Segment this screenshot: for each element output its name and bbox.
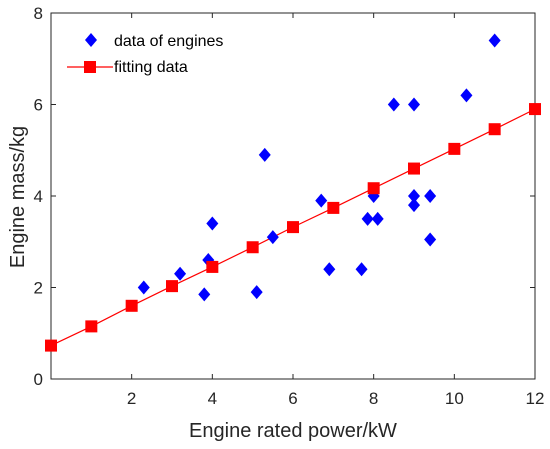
tick-labels: 2 4 6 8 10 12 0 2 4 6 8 — [34, 4, 545, 408]
engine-data-point — [408, 198, 420, 213]
x-tick-label: 12 — [526, 389, 545, 408]
fitting-data-point — [246, 241, 259, 254]
fitting-data-point — [166, 280, 178, 293]
x-tick-label: 2 — [127, 389, 136, 408]
y-tick-label: 4 — [34, 187, 43, 206]
engine-data-point — [198, 287, 211, 302]
engine-data-point — [371, 211, 384, 226]
engine-data-point — [424, 232, 437, 247]
legend-marker-data-of-engines — [85, 33, 97, 47]
fitting-data-point — [206, 260, 219, 273]
fitting-data-point — [85, 320, 98, 333]
engine-data-point — [206, 216, 219, 231]
engine-data-point — [315, 193, 328, 208]
engine-data-point — [266, 230, 279, 245]
engine-data-point — [137, 280, 150, 295]
engine-data-point — [424, 189, 437, 203]
engine-data-point — [408, 97, 420, 112]
x-axis-label: Engine rated power/kW — [189, 420, 397, 442]
fitting-data-point — [367, 182, 380, 195]
y-tick-label: 8 — [34, 4, 43, 23]
fitting-data-point — [327, 201, 340, 214]
engine-data-point — [460, 88, 473, 103]
fitting-data-point — [45, 339, 57, 352]
x-tick-label: 10 — [445, 389, 464, 408]
y-axis-label: Engine mass/kg — [7, 126, 29, 268]
y-tick-label: 2 — [34, 279, 43, 298]
engine-data-point — [488, 33, 501, 48]
fitting-data-point — [125, 299, 138, 312]
x-tick-label: 6 — [288, 389, 297, 408]
fitting-data-point — [287, 221, 299, 234]
data-layer — [45, 33, 541, 352]
fitting-data-point — [448, 142, 461, 155]
y-tick-label: 6 — [34, 96, 43, 115]
fitting-data-point — [408, 162, 420, 175]
engine-data-point — [387, 97, 400, 112]
engine-data-point — [355, 262, 368, 277]
engine-data-point — [174, 266, 187, 281]
engine-data-point — [408, 189, 420, 203]
legend-marker-fitting-data — [84, 61, 96, 73]
legend-label-data-of-engines: data of engines — [114, 33, 223, 50]
y-tick-label: 0 — [34, 370, 43, 389]
legend: data of engines fitting data — [67, 33, 223, 76]
engine-data-point — [250, 285, 263, 300]
x-tick-label: 8 — [369, 389, 378, 408]
engine-data-point — [258, 147, 271, 162]
engine-data-point — [323, 262, 336, 277]
fitting-data-point — [529, 103, 541, 116]
legend-label-fitting-data: fitting data — [114, 59, 188, 76]
engine-data-point — [361, 211, 374, 226]
x-tick-label: 4 — [208, 389, 217, 408]
fitting-data-point — [488, 123, 501, 136]
